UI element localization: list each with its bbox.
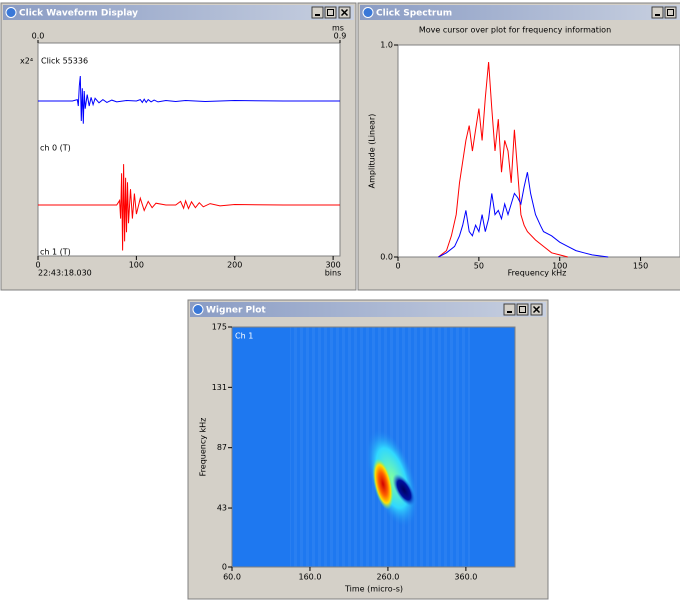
window-icon xyxy=(362,7,374,18)
x2-tick-label: 0.0 xyxy=(32,32,45,41)
x-tick-label: 160.0 xyxy=(299,573,322,582)
x-tick-label: 100 xyxy=(129,261,144,270)
window-title: Wigner Plot xyxy=(206,306,266,316)
y-axis-label: Amplitude (Linear) xyxy=(368,114,377,189)
x-tick-label: 0 xyxy=(395,262,400,271)
minimize-button[interactable] xyxy=(503,303,516,316)
wigner-window: Wigner Plot xyxy=(187,299,549,600)
y-tick-label: 87 xyxy=(217,443,227,452)
y-tick-label: 0 xyxy=(222,563,227,572)
time-label: 22:43:18.030 xyxy=(38,269,92,278)
x2-tick-label: 0.9 xyxy=(334,32,347,41)
icon xyxy=(519,306,526,313)
x-tick-label: 150 xyxy=(633,262,648,271)
minimize-button[interactable] xyxy=(311,6,324,19)
image-blob xyxy=(392,473,416,507)
waveform-window: Click Waveform Display xyxy=(0,2,357,291)
window-title: Click Spectrum xyxy=(376,9,452,19)
trace xyxy=(38,75,340,124)
annotation: Click 55336 xyxy=(41,57,88,66)
y-axis-label: Frequency kHz xyxy=(199,418,208,477)
x-tick-label: 50 xyxy=(474,262,484,271)
minimize-button[interactable] xyxy=(651,6,664,19)
x-axis-label: Frequency kHz xyxy=(508,269,567,278)
scale-label: x2⁴ xyxy=(20,57,33,66)
window-icon xyxy=(5,7,17,18)
trace xyxy=(438,61,568,258)
x-tick-label: 0 xyxy=(35,261,40,270)
icon xyxy=(532,305,541,314)
x-tick-label: 60.0 xyxy=(223,573,241,582)
x-axis-label: Time (micro-s) xyxy=(344,585,403,594)
y-tick-label: 0.0 xyxy=(380,253,393,262)
y-tick-label: 175 xyxy=(212,323,227,332)
x-tick-label: 300 xyxy=(325,261,340,270)
title-bar xyxy=(360,5,680,20)
window-icon xyxy=(192,304,204,315)
plot-area xyxy=(397,44,680,258)
title-bar xyxy=(3,5,354,20)
image-blob xyxy=(372,458,394,510)
y-tick-label: 131 xyxy=(212,383,227,392)
icon xyxy=(340,8,349,17)
maximize-button[interactable] xyxy=(664,6,677,19)
x-axis-label: bins xyxy=(325,269,342,278)
plot-area xyxy=(37,42,341,257)
window-buttons[interactable] xyxy=(311,6,351,19)
channel-label: ch 0 (T) xyxy=(40,144,71,153)
icon xyxy=(327,9,334,16)
plot-border xyxy=(231,326,516,568)
x-tick-label: 100 xyxy=(552,262,567,271)
annotation: Ch 1 xyxy=(235,332,253,341)
window-title: Click Waveform Display xyxy=(19,9,138,19)
trace xyxy=(438,172,609,258)
trace xyxy=(38,164,340,251)
channel-label: ch 1 (T) xyxy=(40,248,71,257)
title-bar xyxy=(190,302,546,317)
x-tick-label: 260.0 xyxy=(376,573,399,582)
window-buttons[interactable] xyxy=(503,303,543,316)
icon xyxy=(667,9,674,16)
y-tick-label: 43 xyxy=(217,504,227,513)
y-tick-label: 1.0 xyxy=(380,41,393,50)
spectrum-window: Click Spectrum xyxy=(357,2,680,291)
x-tick-label: 360.0 xyxy=(454,573,477,582)
wigner-image xyxy=(232,327,515,567)
subtitle: Move cursor over plot for frequency info… xyxy=(419,26,611,35)
x-tick-label: 200 xyxy=(227,261,242,270)
maximize-button[interactable] xyxy=(516,303,529,316)
maximize-button[interactable] xyxy=(324,6,337,19)
x2-axis-label: ms xyxy=(332,24,344,33)
window-buttons[interactable] xyxy=(651,6,677,19)
